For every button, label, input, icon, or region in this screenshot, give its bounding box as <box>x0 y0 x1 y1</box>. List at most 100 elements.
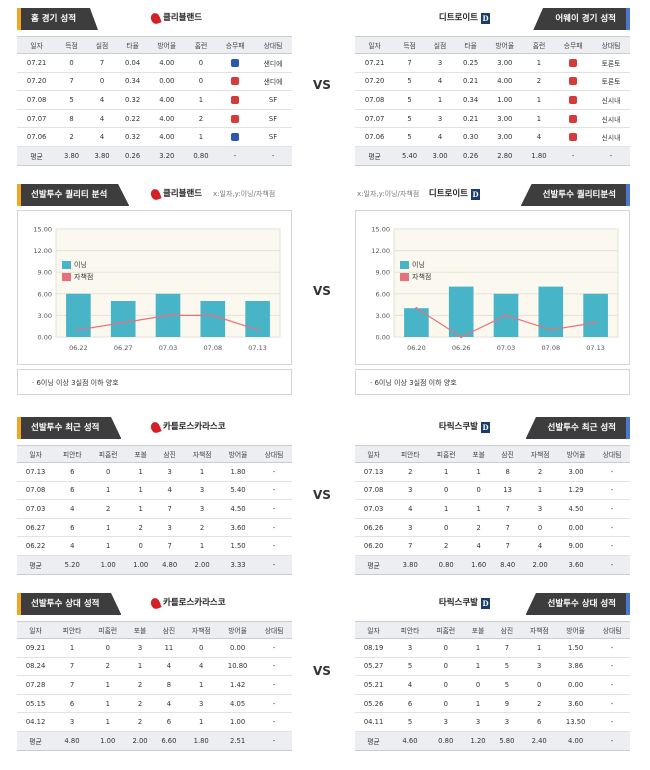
table-cell: 1 <box>89 712 126 732</box>
table-cell: 0 <box>428 518 465 538</box>
pitcher-vs-right: 타릭스쿠발 D 선발투수 상대 성적 일자 피안타 피홈런 포볼 삼진 자책점 방어율 상대팀 0… <box>355 593 630 751</box>
x-tick-label: 07.08 <box>203 344 222 352</box>
table-cell: 1 <box>184 462 221 482</box>
table-cell: 07.07 <box>17 109 57 129</box>
column-header: 자책점 <box>521 621 558 639</box>
table-cell: 07.20 <box>355 72 395 92</box>
result-cell <box>554 127 593 147</box>
vs-label: VS <box>313 284 331 298</box>
y-tick-label: 15.00 <box>33 226 52 234</box>
table-cell: 0 <box>522 518 559 538</box>
stats-table: 일자 피안타 피홈런 포볼 삼진 자책점 방어율 상대팀 09.21 1 0 3 11 0 0.00-08.… <box>17 621 292 751</box>
table-row: 09.21 1 0 3 11 0 0.00- <box>17 638 292 658</box>
avg-cell: - <box>254 146 292 166</box>
avg-cell: 1.00 <box>89 731 126 751</box>
chart-legend: 이닝 자책점 <box>400 259 431 283</box>
table-cell: 7 <box>493 536 523 556</box>
column-header: 방어율 <box>485 36 524 54</box>
table-cell: - <box>594 518 630 538</box>
table-row: 07.20 7 0 0.34 0.00 0 샌디에 <box>17 72 292 92</box>
table-cell: 05.26 <box>355 694 393 714</box>
table-cell: 0 <box>521 675 558 695</box>
detroit-logo-icon: D <box>481 597 490 609</box>
table-cell: 6 <box>54 462 91 482</box>
table-row: 07.08 5 4 0.32 4.00 1 SF <box>17 90 292 110</box>
table-cell: 1 <box>183 675 220 695</box>
chart-subtitle: x:일자,y:이닝/자책점 <box>357 190 420 198</box>
table-cell: 0 <box>126 536 156 556</box>
avg-cell: 1.80 <box>183 731 220 751</box>
table-row: 07.03 4 1 1 7 3 4.50- <box>355 499 630 519</box>
point-earned-runs <box>166 314 170 317</box>
avg-cell: - <box>256 731 292 751</box>
section-tag: 선발투수 상대 성적 <box>525 593 630 615</box>
table-cell: 3.00 <box>558 462 594 482</box>
table-cell: 07.08 <box>355 481 393 501</box>
table-cell: SF <box>254 109 292 129</box>
bar-innings <box>583 293 608 337</box>
table-cell: 토론토 <box>592 72 630 92</box>
table-cell: 0 <box>185 72 217 92</box>
table-cell: 3 <box>184 499 221 519</box>
table-cell: 1 <box>90 536 127 556</box>
table-cell: 4 <box>523 127 555 147</box>
table-cell: 08.24 <box>17 657 55 677</box>
detroit-logo-icon: D <box>481 421 490 433</box>
average-row: 평균 5.40 3.00 0.26 2.80 1.80- - <box>355 146 630 166</box>
table-cell: 2 <box>521 694 558 714</box>
average-row: 평균 3.80 3.80 0.26 3.20 0.80- - <box>17 146 292 166</box>
table-cell: 4.05 <box>219 694 257 714</box>
table-cell: 4 <box>464 536 494 556</box>
avg-cell: 2.80 <box>485 146 524 166</box>
y-tick-label: 9.00 <box>38 269 52 277</box>
stats-table: 일자 득점 실점 타율 방어율 홈런 승무패 상대팀 07.21 0 7 0.04 4.00 0 샌디에 07… <box>17 36 292 166</box>
avg-cell: 4.60 <box>392 731 428 751</box>
table-cell: 7 <box>493 499 523 519</box>
table-cell: 2 <box>126 518 156 538</box>
avg-cell: 평균 <box>17 146 57 166</box>
column-header: 상대팀 <box>256 621 292 639</box>
result-cell <box>216 127 255 147</box>
avg-cell: 0.80 <box>185 146 217 166</box>
table-cell: 1 <box>463 638 493 658</box>
table-cell: 5 <box>394 72 425 92</box>
table-cell: 0 <box>428 481 465 501</box>
table-cell: 1.50 <box>557 638 595 658</box>
vs-label: VS <box>313 664 331 678</box>
table-cell: 6 <box>54 694 90 714</box>
table-cell: 07.21 <box>17 53 57 73</box>
table-cell: 4 <box>154 694 184 714</box>
table-cell: - <box>594 657 630 677</box>
table-cell: 09.21 <box>17 638 55 658</box>
column-header: 피홈런 <box>90 445 127 463</box>
table-cell: 3 <box>424 109 456 129</box>
table-cell: 3 <box>463 712 493 732</box>
table-cell: 07.08 <box>17 90 57 110</box>
section-tag: 어웨이 경기 성적 <box>533 8 630 30</box>
table-cell: 2 <box>125 694 155 714</box>
x-tick-label: 07.13 <box>586 344 605 352</box>
column-header: 상대팀 <box>254 36 292 54</box>
table-cell: 2 <box>523 72 555 92</box>
avg-cell: 1.00 <box>126 555 156 575</box>
table-cell: 3 <box>521 657 558 677</box>
avg-cell: 평균 <box>355 731 393 751</box>
pitcher-recent-right: 타릭스쿠발 D 선발투수 최근 성적 일자 피안타 피홈런 포볼 삼진 자책점 방어율 상대팀 0… <box>355 417 630 575</box>
avg-cell: 5.20 <box>54 555 91 575</box>
table-cell: 5 <box>394 90 425 110</box>
average-row: 평균 4.60 0.80 1.20 5.80 2.40 4.00- <box>355 731 630 751</box>
column-header: 일자 <box>355 621 393 639</box>
table-cell: 5.40 <box>220 481 256 501</box>
table-cell: 4 <box>154 657 184 677</box>
table-cell: 신시내 <box>592 109 630 129</box>
average-row: 평균 3.80 0.80 1.60 8.40 2.00 3.60- <box>355 555 630 575</box>
avg-cell: 3.80 <box>392 555 429 575</box>
result-cell <box>216 90 255 110</box>
table-cell: 5 <box>392 712 428 732</box>
column-header: 피안타 <box>392 445 429 463</box>
legend-innings: 이닝 <box>62 259 93 271</box>
table-cell: 샌디에 <box>254 72 292 92</box>
avg-cell: 평균 <box>355 555 393 575</box>
avg-cell: 4.80 <box>54 731 90 751</box>
table-cell: 05.21 <box>355 675 393 695</box>
